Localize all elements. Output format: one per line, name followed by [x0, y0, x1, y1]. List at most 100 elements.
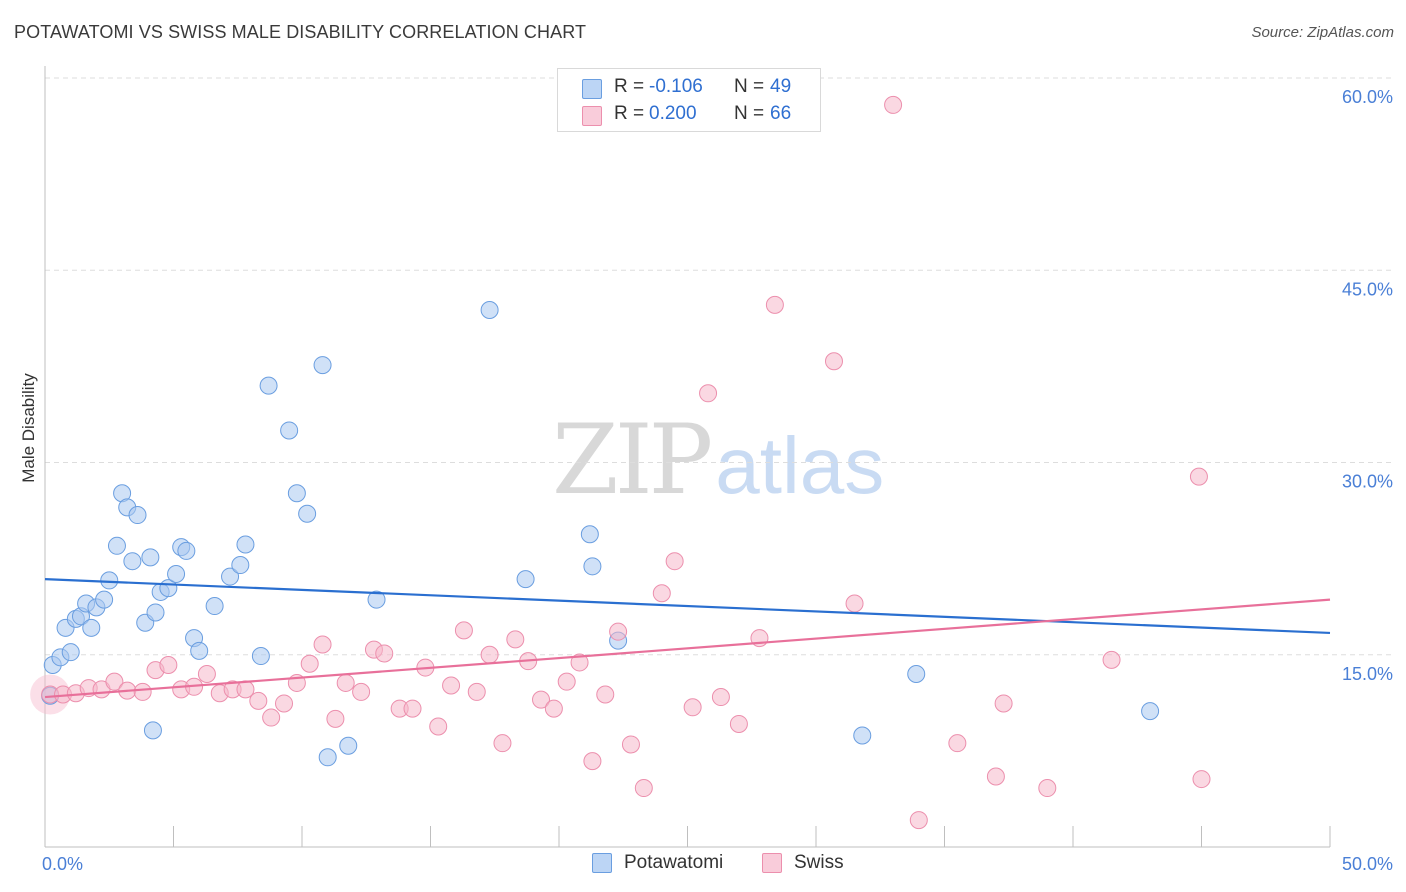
potawatomi-point	[907, 664, 926, 683]
legend-label-potawatomi: Potawatomi	[624, 852, 724, 873]
y-tick-label: 60.0%	[1342, 87, 1393, 107]
swiss-point	[336, 673, 355, 692]
potawatomi-point	[516, 570, 535, 589]
potawatomi-point	[141, 548, 160, 567]
swiss-point	[454, 621, 473, 640]
potawatomi-point	[205, 597, 224, 616]
potawatomi-point	[580, 525, 599, 544]
swiss-point	[544, 699, 563, 718]
swiss-point	[326, 709, 345, 728]
legend-n-label: N =	[734, 76, 765, 97]
swiss-point	[262, 708, 281, 727]
swiss-point	[909, 811, 928, 830]
swiss-point	[429, 717, 448, 736]
correlation-legend: R = -0.106 N = 49 R = 0.200 N = 66	[557, 68, 821, 132]
potawatomi-point	[143, 721, 162, 740]
swiss-point	[506, 630, 525, 649]
swiss-point	[570, 653, 589, 672]
potawatomi-point	[128, 506, 147, 525]
swiss-point	[845, 594, 864, 613]
legend-n-label: N =	[734, 103, 765, 124]
swiss-point	[197, 664, 216, 683]
swiss-point	[275, 694, 294, 713]
swiss-point	[532, 690, 551, 709]
potawatomi-point	[221, 567, 240, 586]
potawatomi-point	[280, 421, 299, 440]
y-axis-label-wrap: Male Disability	[14, 330, 44, 530]
swiss-point	[442, 676, 461, 695]
swiss-point	[1102, 650, 1121, 669]
swiss-point	[300, 654, 319, 673]
potawatomi-point	[177, 541, 196, 560]
swiss-point	[557, 672, 576, 691]
swiss-point	[480, 645, 499, 664]
swiss-point	[765, 295, 784, 314]
swiss-point	[699, 384, 718, 403]
x-tick-label: 0.0%	[42, 854, 83, 874]
swiss-point	[884, 95, 903, 114]
potawatomi-trend-line	[44, 578, 1331, 635]
legend-label-swiss: Swiss	[794, 852, 844, 873]
legend-n-value: 49	[770, 76, 792, 97]
swiss-point	[596, 685, 615, 704]
source-label: Source: ZipAtlas.com	[1251, 24, 1394, 41]
swiss-point	[1038, 779, 1057, 798]
swiss-point	[948, 734, 967, 753]
y-axis-label: Male Disability	[19, 373, 38, 483]
potawatomi-point	[167, 565, 186, 584]
potawatomi-point	[107, 536, 126, 555]
potawatomi-point	[298, 504, 317, 523]
potawatomi-point	[259, 376, 278, 395]
swiss-point	[249, 691, 268, 710]
swiss-point	[1192, 770, 1211, 789]
potawatomi-point	[251, 647, 270, 666]
y-tick-label: 15.0%	[1342, 664, 1393, 684]
potawatomi-point	[318, 748, 337, 767]
swiss-point	[711, 688, 730, 707]
trend-layer	[44, 578, 1331, 699]
legend-n-value: 66	[770, 103, 792, 124]
swiss-point	[994, 694, 1013, 713]
potawatomi-point	[190, 641, 209, 660]
points-layer	[30, 95, 1211, 830]
y-tick-label: 45.0%	[1342, 279, 1393, 299]
swiss-point	[824, 352, 843, 371]
swiss-point	[683, 698, 702, 717]
potawatomi-point	[82, 618, 101, 637]
tick-label-layer: 15.0% 30.0% 45.0% 60.0% 0.0% 50.0%	[42, 87, 1393, 874]
swiss-point	[105, 672, 124, 691]
swiss-point	[467, 682, 486, 701]
legend-r-value: -0.106	[649, 76, 703, 97]
potawatomi-point	[853, 726, 872, 745]
swiss-point	[352, 682, 371, 701]
swiss-point	[133, 682, 152, 701]
y-tick-label: 30.0%	[1342, 472, 1393, 492]
swiss-point	[375, 644, 394, 663]
legend-r-value: 0.200	[649, 103, 697, 124]
legend-swatch-swiss	[762, 853, 782, 873]
chart-title: POTAWATOMI VS SWISS MALE DISABILITY CORR…	[14, 22, 587, 42]
legend-swatch-potawatomi	[582, 79, 602, 99]
swiss-point	[986, 767, 1005, 786]
potawatomi-point	[236, 535, 255, 554]
potawatomi-point	[123, 552, 142, 571]
swiss-point	[313, 635, 332, 654]
swiss-point	[159, 656, 178, 675]
potawatomi-point	[367, 590, 386, 609]
swiss-point	[729, 714, 748, 733]
potawatomi-point	[1141, 702, 1160, 721]
swiss-point	[403, 699, 422, 718]
legend-swatch-potawatomi	[592, 853, 612, 873]
swiss-point	[493, 734, 512, 753]
potawatomi-point	[146, 603, 165, 622]
potawatomi-point	[61, 643, 80, 662]
potawatomi-point	[287, 484, 306, 503]
watermark-zip: ZIP	[552, 404, 713, 516]
potawatomi-point	[231, 556, 250, 575]
swiss-point	[1189, 467, 1208, 486]
potawatomi-point	[313, 356, 332, 375]
swiss-point	[665, 552, 684, 571]
legend-swatch-swiss	[582, 106, 602, 126]
watermark-atlas: atlas	[715, 421, 885, 510]
